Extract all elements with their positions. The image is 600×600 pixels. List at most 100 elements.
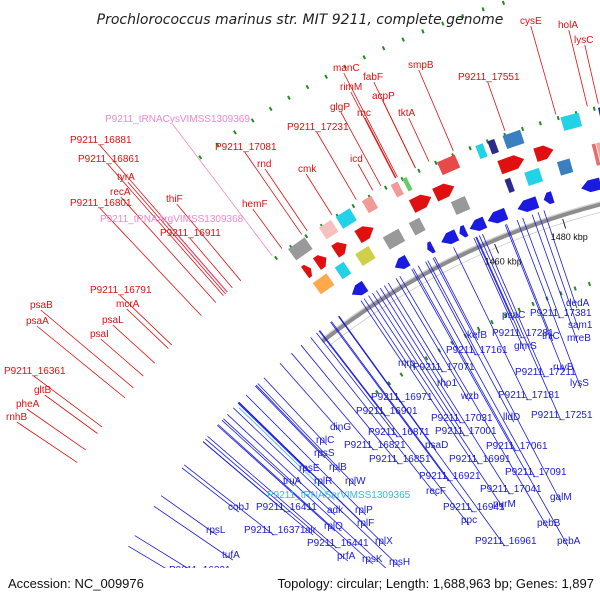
gene-label: tufA xyxy=(222,550,240,561)
leader-line xyxy=(16,421,78,463)
leader-line xyxy=(331,321,474,513)
gene-label: P9211_16941 xyxy=(443,502,505,513)
reverse-gene-arrow xyxy=(351,280,369,296)
leader-line xyxy=(26,408,86,451)
gene-label: fabF xyxy=(363,72,383,83)
gene-label: rnc xyxy=(357,108,371,119)
gene-label: pebB xyxy=(537,518,561,529)
reverse-gene-arrow xyxy=(543,191,555,205)
gene-label: P9211_17381 xyxy=(530,308,592,319)
gene-label: psaA xyxy=(26,316,49,327)
gene-label: P9211_16991 xyxy=(449,454,511,465)
gene-label: rimM xyxy=(340,82,362,93)
leader-line xyxy=(382,100,416,169)
leader-line xyxy=(357,163,374,191)
gc-dash xyxy=(531,301,535,307)
leader-line xyxy=(475,236,514,321)
gc-dash xyxy=(215,142,220,147)
gene-label: rplR xyxy=(314,476,332,487)
leader-line xyxy=(252,208,283,249)
leader-line xyxy=(217,424,374,565)
gene-label: smpB xyxy=(408,60,434,71)
gene-label: rpsE xyxy=(299,463,320,474)
leader-line xyxy=(372,292,466,437)
leader-line xyxy=(425,261,477,356)
gene-label: P9211_tRNAArgVIMSS1309368 xyxy=(100,214,244,225)
leader-line xyxy=(255,384,341,473)
kbp-tick-label: 1480 kbp xyxy=(551,232,588,242)
gene-label: P9211_16921 xyxy=(419,471,481,482)
gc-dash xyxy=(362,55,367,60)
leader-line xyxy=(216,425,336,532)
gc-dash xyxy=(434,160,438,166)
gene-label: rplX xyxy=(375,536,393,547)
leader-line xyxy=(205,438,349,562)
gene-label: dinG xyxy=(330,422,351,433)
leader-line xyxy=(399,276,549,529)
leader-line xyxy=(319,330,387,417)
gene-label: psaL xyxy=(102,315,124,326)
cog-category-block xyxy=(408,217,426,236)
cog-category-block xyxy=(390,181,404,198)
gene-label: psaI xyxy=(90,329,109,340)
gene-label: rplF xyxy=(357,518,374,529)
leader-line xyxy=(506,223,554,342)
gc-dash xyxy=(387,381,392,386)
gc-dash xyxy=(383,185,388,190)
map-title: Prochlorococcus marinus str. MIT 9211, c… xyxy=(97,12,504,28)
leader-line xyxy=(189,237,233,289)
leader-line xyxy=(167,223,228,293)
cog-category-block xyxy=(288,237,313,261)
leader-line xyxy=(363,298,505,510)
leader-line xyxy=(411,269,569,547)
gc-dash xyxy=(304,233,309,239)
gene-label: lysS xyxy=(570,378,589,389)
leader-line xyxy=(238,402,387,547)
gene-label: tyrA xyxy=(117,172,135,183)
gene-label: recF xyxy=(426,486,446,497)
cog-category-block xyxy=(450,195,471,215)
leader-line xyxy=(522,217,561,319)
reverse-gene-arrow xyxy=(441,229,460,245)
backbone-ring xyxy=(320,201,600,344)
gene-label: prfA xyxy=(337,551,356,562)
leader-line xyxy=(316,332,399,438)
leader-line xyxy=(233,407,401,568)
forward-gene-arrow xyxy=(533,145,554,162)
gene-label: galM xyxy=(550,492,572,503)
gc-dash xyxy=(503,313,508,319)
leader-line xyxy=(364,117,397,178)
reverse-gene-arrow xyxy=(581,177,600,193)
gc-dash xyxy=(490,319,494,325)
leader-line xyxy=(126,308,169,349)
leader-line xyxy=(305,173,333,215)
leader-line xyxy=(120,196,217,303)
footer-background xyxy=(0,568,600,600)
cog-category-block xyxy=(475,143,488,160)
kbp-tick-mark xyxy=(494,243,499,254)
cog-category-block xyxy=(312,273,335,295)
gc-dash xyxy=(468,145,472,151)
leader-line xyxy=(99,144,228,293)
leader-line xyxy=(207,436,337,549)
leader-line xyxy=(36,325,126,399)
cog-category-block xyxy=(560,112,583,131)
gene-label: P9211_16901 xyxy=(356,406,418,417)
gc-dash xyxy=(573,286,577,291)
leader-line xyxy=(254,385,326,459)
leader-line xyxy=(376,290,462,424)
gene-label: acpP xyxy=(372,91,395,102)
gene-label: P9211_17081 xyxy=(215,142,277,153)
gene-label: rho1 xyxy=(437,378,457,389)
gc-dash xyxy=(343,64,347,70)
gc-dash xyxy=(411,364,416,369)
cog-category-block xyxy=(502,129,525,150)
leader-line xyxy=(531,214,579,344)
gc-dash xyxy=(538,121,542,126)
forward-gene-arrow xyxy=(408,194,432,213)
leader-line xyxy=(343,72,398,178)
gene-label: P9211_17211 xyxy=(515,367,576,378)
gc-dash xyxy=(424,356,429,361)
backbone-highlight xyxy=(320,201,600,341)
